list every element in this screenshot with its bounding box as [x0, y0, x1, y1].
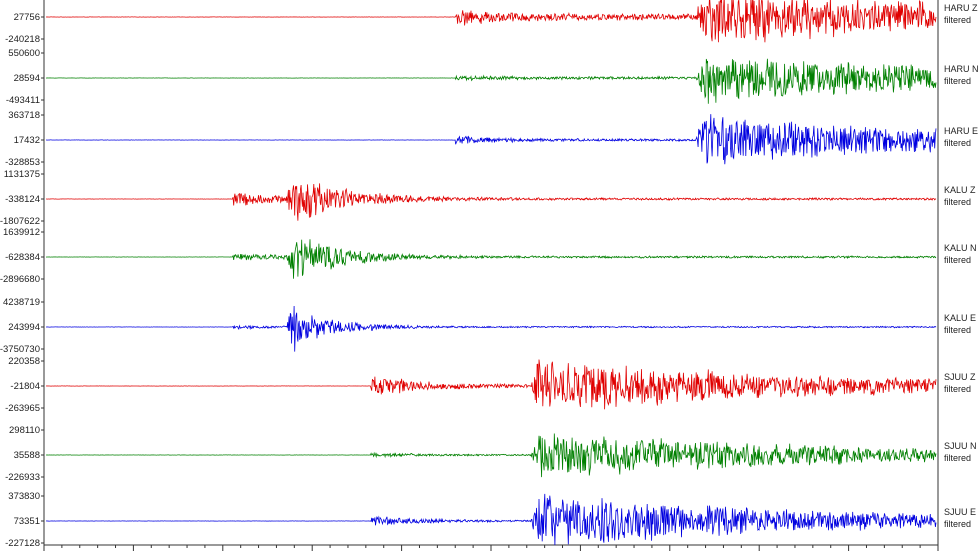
filter-label: filtered — [944, 76, 971, 86]
trace-sjuu-e — [45, 493, 937, 546]
filter-label: filtered — [944, 138, 971, 148]
station-label: KALU Z — [944, 185, 976, 195]
amp-bot-label: -328853 — [5, 157, 40, 168]
trace-haru-n — [45, 58, 937, 104]
trace-haru-e — [46, 114, 937, 165]
amp-top-label: 363718 — [8, 110, 40, 121]
amp-mid-label: 35588 — [14, 450, 40, 461]
station-label: KALU E — [944, 313, 976, 323]
station-label: SJUU N — [944, 441, 977, 451]
amp-mid-label: 28594 — [14, 73, 40, 84]
amp-mid-label: 27756 — [14, 12, 40, 23]
filter-label: filtered — [944, 384, 971, 394]
amp-top-label: 1639912 — [3, 227, 40, 238]
amp-top-label: 4238719 — [3, 297, 40, 308]
trace-haru-z — [46, 0, 937, 43]
trace-kalu-e — [46, 305, 937, 352]
amp-bot-label: -263965 — [5, 403, 40, 414]
amp-bot-label: -493411 — [6, 95, 40, 106]
station-label: HARU Z — [944, 3, 978, 13]
station-label: SJUU Z — [944, 372, 976, 382]
filter-label: filtered — [944, 15, 971, 25]
amp-top-label: 550600 — [8, 48, 40, 59]
amp-mid-label: -628384 — [5, 252, 40, 263]
station-label: HARU N — [944, 64, 979, 74]
filter-label: filtered — [944, 255, 971, 265]
amp-top-label: 1131375 — [4, 169, 40, 180]
station-label: HARU E — [944, 126, 978, 136]
amp-mid-label: -21804 — [10, 381, 40, 392]
trace-sjuu-n — [46, 433, 937, 478]
amp-mid-label: 73351 — [14, 516, 40, 527]
filter-label: filtered — [944, 453, 971, 463]
amp-top-label: 220358 — [8, 356, 40, 367]
amp-bot-label: -2896680 — [0, 274, 40, 285]
amp-bot-label: -3750730 — [0, 344, 40, 355]
trace-sjuu-z — [45, 359, 937, 410]
filter-label: filtered — [944, 197, 971, 207]
amp-top-label: 373830 — [8, 491, 40, 502]
amp-mid-label: 17432 — [14, 135, 40, 146]
trace-kalu-z — [45, 183, 937, 221]
filter-label: filtered — [944, 519, 971, 529]
amp-mid-label: 243994 — [8, 322, 40, 333]
amp-mid-label: -338124 — [5, 194, 40, 205]
amp-bot-label: -227128 — [5, 538, 40, 549]
amp-top-label: 298110 — [9, 425, 40, 436]
filter-label: filtered — [944, 325, 971, 335]
amp-bot-label: -226933 — [5, 472, 40, 483]
trace-kalu-n — [45, 239, 937, 279]
amp-bot-label: -1807622 — [0, 216, 40, 227]
station-label: KALU N — [944, 243, 977, 253]
station-label: SJUU E — [944, 507, 976, 517]
amp-bot-label: -240218 — [5, 34, 40, 45]
